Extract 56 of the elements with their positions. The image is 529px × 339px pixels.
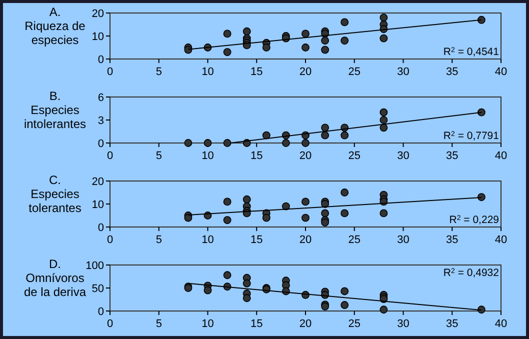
x-tick-label: 10 [202, 318, 214, 330]
x-tick-label: 35 [446, 318, 458, 330]
x-tick-label: 30 [397, 318, 410, 330]
x-tick-label: 20 [299, 234, 312, 246]
text: B. Especies intolerantes [24, 89, 86, 131]
x-tick-label: 40 [494, 150, 508, 162]
y-tick-label: 0 [98, 138, 104, 150]
x-tick-label: 15 [250, 234, 263, 246]
y-tick-label: 50 [92, 283, 104, 295]
y-tick-label: 0 [98, 306, 104, 318]
y-tick-label: 20 [92, 176, 104, 188]
annotation: R$^{2}$ = 0,4932 [443, 267, 500, 279]
y-tick-label: 6 [98, 92, 104, 104]
x-tick-label: 20 [299, 318, 312, 330]
x-tick-label: 20 [299, 150, 312, 162]
annotation: R$^{2}$ = 0,229 [449, 214, 500, 226]
x-tick-label: 25 [348, 66, 360, 78]
x-tick-label: 0 [106, 150, 114, 162]
y-tick-label: 3 [98, 115, 104, 127]
y-tick-label: 10 [92, 199, 104, 211]
x-tick-label: 5 [156, 66, 162, 78]
x-tick-label: 5 [156, 234, 162, 246]
x-tick-label: 35 [446, 234, 458, 246]
x-tick-label: 35 [446, 66, 458, 78]
x-tick-label: 0 [106, 318, 114, 330]
x-tick-label: 40 [494, 318, 508, 330]
y-tick-label: 100 [86, 260, 104, 272]
x-tick-label: 25 [348, 150, 360, 162]
y-tick-label: 0 [98, 222, 104, 234]
text: D. Omnívoros de la deriva [24, 257, 86, 299]
annotation: R$^{2}$ = 0,7791 [443, 130, 500, 142]
x-tick-label: 35 [446, 150, 458, 162]
text: C. Especies tolerantes [28, 173, 82, 215]
x-tick-label: 30 [397, 234, 410, 246]
text: A. Riqueza de especies [24, 5, 86, 47]
x-tick-label: 25 [348, 234, 360, 246]
x-tick-label: 0 [106, 66, 114, 78]
y-tick-label: 10 [92, 31, 104, 43]
x-tick-label: 30 [397, 66, 410, 78]
x-tick-label: 5 [156, 150, 162, 162]
y-tick-label: 20 [92, 8, 104, 20]
annotation: R$^{2}$ = 0,4541 [443, 46, 500, 58]
x-tick-label: 15 [250, 318, 263, 330]
x-tick-label: 15 [250, 66, 263, 78]
x-tick-label: 10 [202, 234, 214, 246]
x-tick-label: 20 [299, 66, 312, 78]
x-tick-label: 30 [397, 150, 410, 162]
x-tick-label: 25 [348, 318, 360, 330]
x-tick-label: 15 [250, 150, 263, 162]
x-tick-label: 0 [106, 234, 114, 246]
x-tick-label: 40 [494, 234, 508, 246]
x-tick-label: 10 [202, 150, 214, 162]
y-tick-label: 0 [98, 54, 104, 66]
x-tick-label: 5 [156, 318, 162, 330]
x-tick-label: 40 [494, 66, 508, 78]
x-tick-label: 10 [202, 66, 214, 78]
